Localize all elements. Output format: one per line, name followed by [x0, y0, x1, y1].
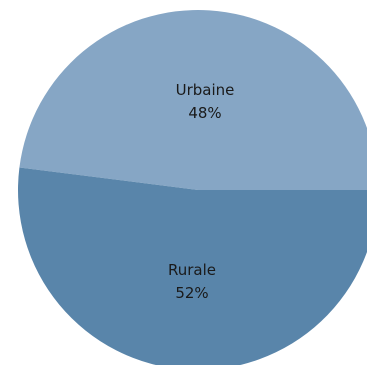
pie-slice-rurale [18, 167, 367, 365]
slice-value-urbaine: 48% [188, 104, 221, 122]
pie-slices [18, 10, 367, 365]
slice-label-urbaine: Urbaine [176, 81, 235, 99]
pie-slice-urbaine [19, 10, 367, 190]
slice-label-rurale: Rurale [168, 261, 216, 279]
slice-value-rurale: 52% [175, 284, 208, 302]
pie-labels: Urbaine 48% Rurale 52% [168, 81, 234, 302]
